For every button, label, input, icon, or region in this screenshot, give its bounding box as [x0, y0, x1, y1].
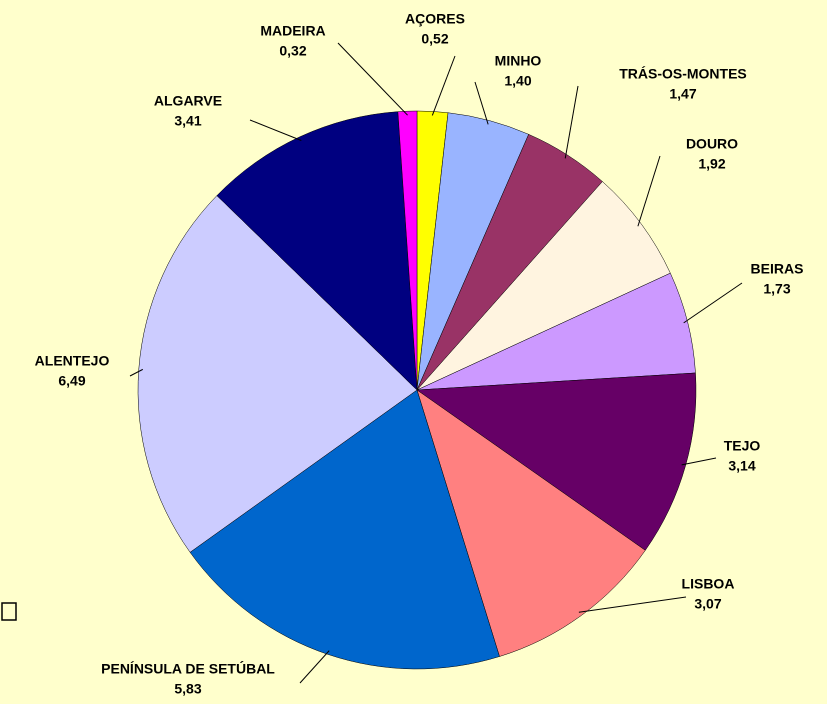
leader-line: [337, 42, 408, 116]
pie-slice: [416, 389, 646, 657]
leader-line: [474, 81, 489, 125]
value-label: 6,49: [58, 373, 85, 389]
value-label: 0,52: [421, 31, 448, 47]
pie-slice: [397, 110, 418, 391]
value-label: 5,83: [174, 681, 201, 697]
value-label: 1,47: [669, 86, 696, 102]
value-label: 3,14: [728, 458, 755, 474]
category-label: ALENTEJO: [35, 353, 110, 369]
leader-line: [681, 457, 717, 466]
category-label: BEIRAS: [751, 261, 804, 277]
pie-slice: [216, 111, 418, 391]
category-label: MADEIRA: [260, 23, 325, 39]
category-label: ALGARVE: [154, 93, 222, 109]
value-label: 1,92: [698, 156, 725, 172]
value-label: 1,40: [504, 73, 531, 89]
category-label: LISBOA: [682, 576, 735, 592]
pie-slice: [416, 372, 697, 551]
leader-line: [637, 155, 661, 227]
leader-line: [431, 55, 456, 116]
pie-slice: [137, 195, 418, 553]
leader-line: [299, 650, 330, 684]
category-label: TEJO: [724, 438, 761, 454]
value-label: 3,41: [174, 113, 201, 129]
category-label: AÇORES: [405, 11, 465, 27]
category-label: MINHO: [495, 53, 542, 69]
category-label: DOURO: [686, 136, 738, 152]
pie-slice: [189, 389, 500, 670]
leader-line: [578, 596, 687, 613]
legend-box: [1, 602, 17, 621]
leader-line: [129, 368, 144, 377]
value-label: 0,32: [279, 43, 306, 59]
category-label: TRÁS-OS-MONTES: [619, 66, 747, 82]
leader-line: [683, 282, 743, 324]
pie-slice: [416, 181, 671, 391]
value-label: 1,73: [763, 281, 790, 297]
category-label: PENÍNSULA DE SETÚBAL: [101, 660, 275, 677]
leader-line: [564, 85, 579, 159]
value-label: 3,07: [694, 596, 721, 612]
leader-line: [249, 119, 302, 141]
